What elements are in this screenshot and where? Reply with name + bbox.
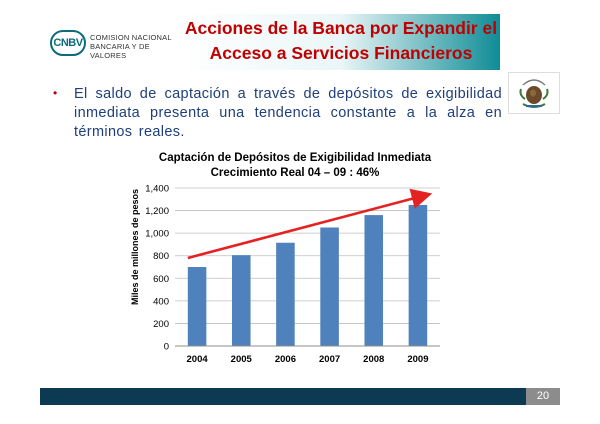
bar-2007 [320,227,339,346]
y-tick-labels: 0 200 400 600 800 1,000 1,200 1,400 [145,184,169,353]
title-line-1: Acciones de la Banca por Expandir el [184,18,498,38]
bar-2004 [187,267,207,346]
gridlines [175,187,440,347]
y-tick-label: 1,200 [145,206,169,217]
y-tick-label: 0 [164,342,169,353]
footer-bar [40,388,526,405]
x-tick-label: 2008 [363,354,384,365]
y-tick-label: 1,000 [145,229,169,240]
x-tick-labels: 2004 2005 2006 2007 2008 2009 [187,354,429,365]
title-line-2: Acceso a Servicios Financieros [209,43,473,63]
x-tick-label: 2006 [275,354,296,365]
logo-line-2: BANCARIA Y DE VALORES [90,42,150,60]
y-tick-label: 400 [153,296,169,307]
y-tick-label: 800 [153,251,169,262]
y-tick-label: 1,400 [145,184,169,195]
mexico-coat-of-arms-icon [508,72,560,114]
bar-2006 [276,242,295,346]
cnbv-logo: CNBV COMISION NACIONAL BANCARIA Y DE VAL… [50,30,180,60]
x-tick-label: 2007 [319,354,340,365]
bar-2008 [364,215,384,346]
page-number: 20 [526,388,560,405]
y-tick-label: 200 [153,319,169,330]
chart-subtitle: Crecimiento Real 04 – 09 : 46% [211,167,380,179]
chart-title: Captación de Depósitos de Exigibilidad I… [159,152,432,164]
logo-line-1: COMISION NACIONAL [90,33,172,42]
x-tick-label: 2009 [407,354,428,365]
bar-2009 [408,204,428,346]
x-tick-label: 2004 [187,354,209,365]
bar-2005 [231,255,251,346]
bullet-text: El saldo de captación a través de depósi… [74,86,502,140]
page-title: Acciones de la Banca por Expandir el Acc… [182,16,500,66]
bars [187,204,428,346]
deposits-bar-chart: Captación de Depósitos de Exigibilidad I… [130,152,440,365]
y-tick-label: 600 [153,274,169,285]
logo-text: COMISION NACIONAL BANCARIA Y DE VALORES [90,33,180,60]
logo-badge: CNBV [50,30,86,56]
x-tick-label: 2005 [231,354,253,365]
y-axis-label: Miles de millones de pesos [130,189,140,305]
trend-arrow [187,188,433,260]
title-background [182,14,500,70]
bullet-marker: • [53,86,58,100]
